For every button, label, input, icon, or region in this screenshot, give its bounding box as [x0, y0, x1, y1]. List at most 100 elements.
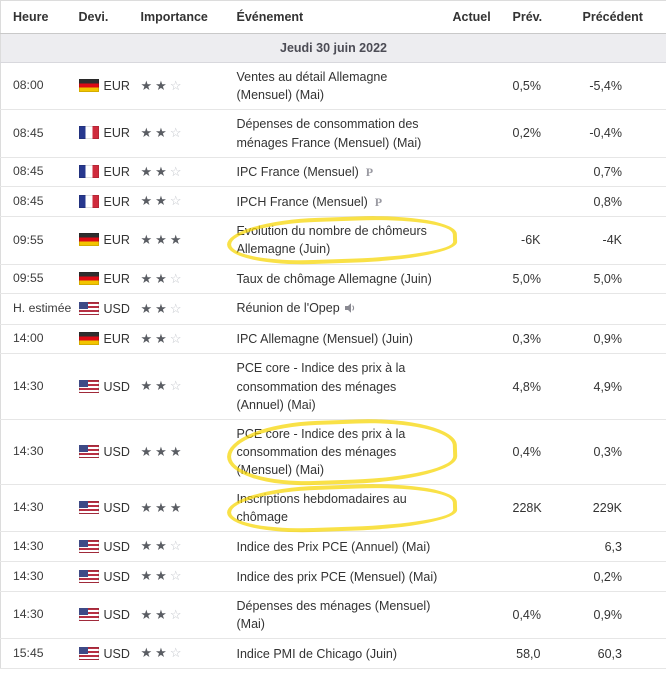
table-row: 14:30 USD ★ ★ ☆ Indice des Prix PCE (Annue…: [0, 532, 666, 562]
event-cell[interactable]: IPCH France (Mensuel) P: [231, 187, 447, 217]
event-link[interactable]: IPC Allemagne (Mensuel) (Juin): [236, 331, 413, 346]
event-cell[interactable]: Ventes au détail Allemagne (Mensuel) (Ma…: [231, 63, 447, 110]
calendar-body: Jeudi 30 juin 2022 08:00 EUR ★ ★ ☆ Ventes …: [0, 32, 666, 669]
event-cell[interactable]: IPC Allemagne (Mensuel) (Juin): [231, 324, 447, 354]
currency-cell: USD: [73, 294, 135, 324]
importance-stars: ★ ★ ☆: [135, 187, 231, 217]
actual-value: [447, 187, 507, 217]
currency-cell: USD: [73, 419, 135, 484]
event-link[interactable]: Inscriptions hebdomadaires au chômage: [236, 492, 407, 525]
star-filled-icon: ★: [140, 232, 154, 248]
event-link[interactable]: Indice des Prix PCE (Annuel) (Mai): [236, 539, 431, 554]
event-link[interactable]: PCE core - Indice des prix à la consomma…: [236, 426, 406, 477]
forecast-value: 0,5%: [512, 79, 542, 94]
star-filled-icon: ★: [155, 300, 168, 316]
event-time: 09:55: [13, 271, 44, 286]
previous-value: -4K: [602, 233, 622, 248]
event-link[interactable]: Dépenses des ménages (Mensuel) (Mai): [236, 599, 431, 632]
previous-value: 229K: [592, 501, 622, 516]
currency-cell: EUR: [73, 63, 135, 110]
currency-label: USD: [103, 539, 130, 554]
star-filled-icon: ★: [140, 568, 154, 584]
importance-stars: ★ ★ ☆: [135, 110, 231, 157]
event-cell[interactable]: Taux de chômage Allemagne (Juin): [231, 264, 447, 294]
usa-flag-icon: [78, 444, 99, 458]
currency-cell: EUR: [73, 187, 135, 217]
currency-label: USD: [103, 608, 130, 623]
currency-label: USD: [103, 444, 130, 459]
star-filled-icon: ★: [169, 499, 183, 515]
actual-value: [447, 639, 507, 669]
event-cell[interactable]: Dépenses des ménages (Mensuel) (Mai): [231, 592, 447, 639]
event-time: 09:55: [13, 232, 44, 247]
currency-cell: EUR: [73, 324, 135, 354]
star-filled-icon: ★: [169, 443, 183, 459]
date-band-label: Jeudi 30 juin 2022: [0, 32, 666, 64]
event-link[interactable]: Evolution du nombre de chômeurs Allemagn…: [236, 224, 427, 257]
currency-label: EUR: [103, 331, 130, 346]
currency-label: USD: [103, 379, 130, 394]
france-flag-icon: [78, 194, 99, 208]
currency-cell: EUR: [73, 217, 135, 264]
star-filled-icon: ★: [140, 443, 154, 459]
forecast-value: -6K: [521, 233, 541, 248]
previous-value: [577, 294, 666, 324]
actual-value: [447, 532, 507, 562]
importance-stars: ★ ★ ☆: [135, 354, 231, 419]
forecast-value: [507, 157, 577, 187]
column-header-time: Heure: [0, 0, 73, 34]
event-link[interactable]: Réunion de l'Opep: [236, 301, 340, 316]
currency-label: USD: [103, 501, 130, 516]
event-cell[interactable]: PCE core - Indice des prix à la consomma…: [231, 354, 447, 419]
event-cell[interactable]: Dépenses de consommation des ménages Fra…: [231, 110, 447, 157]
star-empty-icon: ☆: [169, 378, 183, 394]
event-cell[interactable]: Indice des prix PCE (Mensuel) (Mai): [231, 562, 447, 592]
event-link[interactable]: PCE core - Indice des prix à la consomma…: [236, 361, 406, 412]
event-wrap: Réunion de l'Opep: [237, 299, 441, 318]
event-link[interactable]: Dépenses de consommation des ménages Fra…: [236, 117, 422, 150]
event-cell[interactable]: Evolution du nombre de chômeurs Allemagn…: [225, 213, 458, 268]
event-cell[interactable]: PCE core - Indice des prix à la consomma…: [225, 415, 458, 489]
star-filled-icon: ★: [155, 645, 168, 661]
forecast-value: 5,0%: [512, 271, 542, 286]
event-link[interactable]: Indice des prix PCE (Mensuel) (Mai): [236, 569, 438, 584]
germany-flag-icon: [78, 79, 99, 93]
forecast-value: 4,8%: [512, 379, 542, 394]
event-link[interactable]: Taux de chômage Allemagne (Juin): [236, 271, 432, 286]
importance-stars: ★ ★ ☆: [135, 264, 231, 294]
event-wrap: PCE core - Indice des prix à la consomma…: [225, 415, 458, 489]
event-link[interactable]: Indice PMI de Chicago (Juin): [236, 646, 398, 661]
event-link[interactable]: Ventes au détail Allemagne (Mensuel) (Ma…: [236, 70, 388, 103]
currency-label: USD: [103, 301, 130, 316]
table-row: 08:45 EUR ★ ★ ☆ IPC France (Mensuel) P 0,7%: [0, 157, 666, 187]
event-cell[interactable]: Réunion de l'Opep: [231, 294, 447, 324]
event-cell[interactable]: Indice des Prix PCE (Annuel) (Mai): [231, 532, 447, 562]
event-time: 08:45: [13, 164, 44, 179]
star-filled-icon: ★: [140, 300, 154, 316]
currency-cell: USD: [73, 639, 135, 669]
table-row: H. estimée USD ★ ★ ☆ Réunion de l'Opep: [0, 294, 666, 325]
importance-stars: ★ ★ ☆: [135, 63, 231, 110]
table-row: 08:45 EUR ★ ★ ☆ Dépenses de consommation d…: [0, 110, 666, 158]
currency-cell: USD: [73, 354, 135, 419]
event-cell[interactable]: IPC France (Mensuel) P: [231, 157, 447, 187]
event-cell[interactable]: Indice PMI de Chicago (Juin): [231, 639, 447, 669]
importance-stars: ★ ★ ☆: [135, 639, 231, 669]
usa-flag-icon: [78, 646, 99, 660]
highlight-annotation: [225, 481, 458, 536]
currency-cell: EUR: [73, 157, 135, 187]
forecast-value: [507, 187, 577, 217]
star-filled-icon: ★: [155, 606, 168, 622]
event-wrap: Indice des prix PCE (Mensuel) (Mai): [237, 568, 441, 586]
event-wrap: Dépenses des ménages (Mensuel) (Mai): [237, 597, 441, 633]
forecast-value: [507, 532, 577, 562]
star-empty-icon: ☆: [169, 77, 183, 93]
currency-label: EUR: [103, 79, 130, 94]
event-link[interactable]: IPC France (Mensuel): [236, 164, 359, 179]
star-filled-icon: ★: [140, 163, 154, 179]
event-cell[interactable]: Inscriptions hebdomadaires au chômage: [225, 481, 458, 536]
star-filled-icon: ★: [155, 568, 168, 584]
event-time: 14:30: [13, 444, 44, 459]
event-link[interactable]: IPCH France (Mensuel): [236, 194, 368, 209]
star-filled-icon: ★: [155, 499, 168, 515]
